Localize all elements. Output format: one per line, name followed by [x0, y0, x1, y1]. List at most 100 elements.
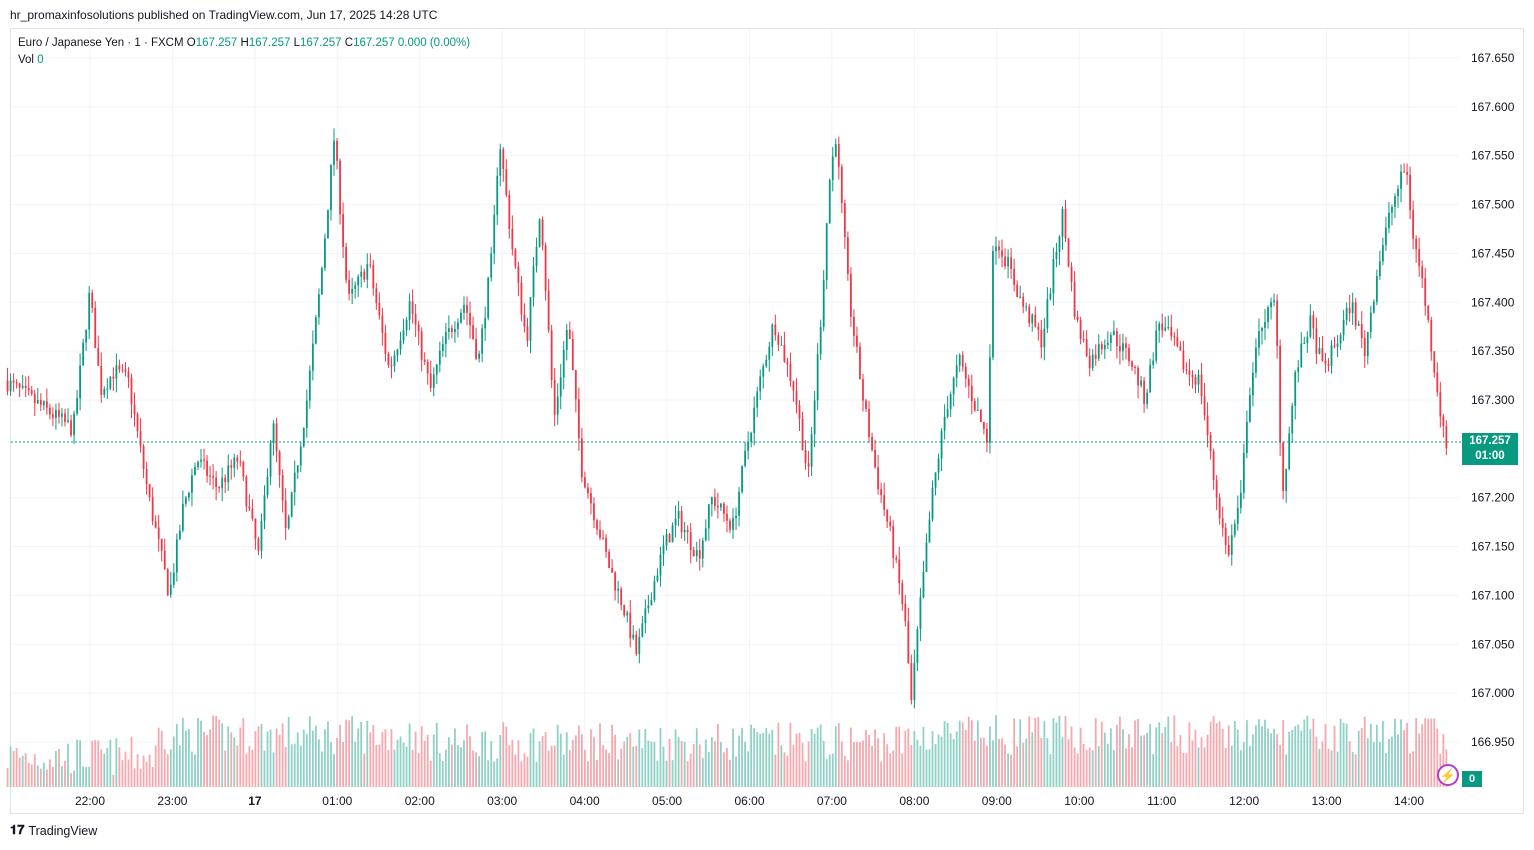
volume-bar	[82, 766, 85, 787]
volume-bar	[399, 736, 402, 787]
time-tick-label: 04:00	[570, 794, 600, 808]
price-tick-label: 167.200	[1471, 491, 1515, 505]
candle-body	[1173, 336, 1176, 338]
volume-bar	[1100, 721, 1103, 787]
volume-bar	[641, 748, 644, 787]
candle-body	[345, 246, 348, 280]
candle-body	[813, 400, 816, 435]
candle-body	[94, 307, 97, 349]
close-label: C	[344, 37, 354, 49]
volume-bar	[487, 760, 490, 787]
candle-body	[535, 246, 538, 267]
lightning-icon[interactable]: ⚡	[1437, 764, 1459, 786]
volume-bar	[438, 753, 441, 787]
volume-bar	[771, 729, 774, 787]
candle-body	[650, 600, 653, 606]
candle-body	[1385, 227, 1387, 246]
candle-body	[641, 623, 644, 638]
candle-body	[1007, 257, 1009, 267]
time-tick-label: 17	[248, 794, 262, 808]
volume-bar	[865, 730, 867, 787]
volume-bar	[218, 719, 221, 787]
volume-bar	[889, 753, 892, 787]
candle-body	[668, 534, 671, 543]
volume-bar	[514, 754, 517, 787]
volume-bar	[626, 736, 629, 787]
candle-body	[360, 271, 363, 277]
price-tick-label: 167.500	[1471, 198, 1515, 212]
candle-body	[133, 404, 136, 415]
candle-body	[1037, 326, 1040, 330]
vol-label[interactable]: Vol	[18, 54, 34, 66]
volume-bar	[550, 745, 553, 787]
volume-bar	[538, 741, 541, 787]
candle-body	[372, 265, 375, 289]
volume-bar	[738, 735, 740, 787]
volume-bar	[133, 768, 136, 787]
volume-bar	[698, 744, 701, 787]
candle-body	[269, 443, 272, 477]
chart-frame	[10, 28, 1524, 814]
candle-body	[1094, 354, 1097, 359]
volume-bar	[342, 742, 344, 787]
volume-bar	[160, 730, 163, 787]
symbol-label[interactable]: Euro / Japanese Yen · 1 · FXCM	[18, 37, 184, 49]
candle-body	[1131, 361, 1133, 367]
candle-body	[1049, 293, 1052, 300]
candle-body	[1357, 324, 1360, 326]
ohlc-row: Euro / Japanese Yen · 1 · FXCM O167.257 …	[18, 35, 470, 52]
candle-body	[30, 390, 33, 394]
candle-body	[804, 450, 807, 464]
volume-bar	[188, 728, 190, 787]
volume-bar	[931, 731, 934, 787]
volume-bar	[12, 751, 15, 787]
volume-bar	[136, 754, 139, 787]
candle-body	[1052, 259, 1055, 294]
volume-bar	[1381, 721, 1384, 787]
candle-body	[115, 365, 118, 379]
candle-body	[290, 492, 293, 517]
candle-body	[1327, 363, 1330, 367]
candle-body	[674, 518, 677, 526]
candle-body	[1182, 350, 1185, 370]
candle-body	[574, 370, 577, 400]
volume-bar	[457, 745, 459, 787]
time-tick-label: 03:00	[487, 794, 517, 808]
candle-body	[408, 301, 411, 320]
candle-body	[411, 301, 414, 315]
volume-bar	[305, 734, 308, 787]
candle-body	[330, 164, 332, 211]
volume-bar	[1209, 721, 1212, 787]
candle-body	[1375, 276, 1378, 302]
candle-body	[103, 389, 106, 395]
candle-body	[384, 332, 387, 354]
candle-body	[64, 413, 66, 422]
volume-bar	[1306, 715, 1309, 787]
volume-bar	[1270, 733, 1272, 787]
candle-body	[154, 521, 157, 528]
volume-bar	[937, 734, 940, 787]
volume-bar	[1366, 738, 1369, 787]
candle-body	[1369, 312, 1372, 333]
volume-bar	[828, 754, 831, 787]
volume-bar	[1339, 718, 1342, 787]
candle-body	[825, 223, 828, 281]
volume-bar	[677, 737, 680, 787]
volume-bar	[52, 766, 54, 787]
candle-body	[659, 554, 662, 576]
footer-brand[interactable]: 𝟏𝟕 TradingView	[10, 823, 97, 838]
candle-body	[1143, 380, 1146, 404]
volume-bar	[789, 722, 792, 787]
volume-bar	[1064, 715, 1067, 787]
volume-bar	[79, 740, 82, 787]
candle-body	[1430, 319, 1433, 352]
volume-bar	[1119, 716, 1121, 787]
volume-bar	[203, 731, 205, 787]
candle-body	[221, 477, 224, 489]
volume-bar	[354, 741, 357, 787]
candle-body	[1363, 337, 1366, 357]
volume-bar	[901, 753, 904, 787]
candle-body	[602, 537, 604, 539]
candle-body	[1112, 331, 1115, 336]
